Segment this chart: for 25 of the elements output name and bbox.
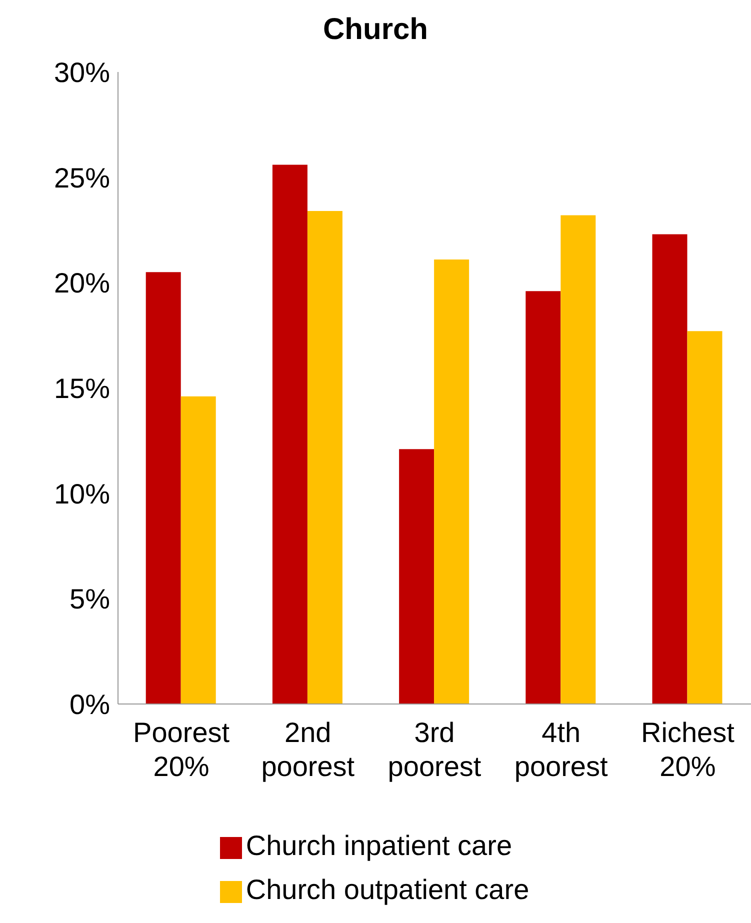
y-tick-label: 30% [54,56,110,88]
x-tick-label: 4th poorest [514,717,608,782]
bar [307,211,342,704]
legend-label: Church inpatient care [246,830,512,861]
bar [272,164,308,704]
x-tick-label: Richest 20% [641,717,735,782]
bar [399,449,434,704]
bar [146,272,181,704]
y-tick-label: 10% [54,478,110,510]
bar [652,234,688,704]
y-tick-label: 15% [54,372,110,404]
bar [687,331,722,704]
y-tick-label: 0% [70,688,110,720]
chart-title: Church [322,12,429,48]
bar [434,259,470,704]
x-tick-label: 3rd poorest [388,717,482,782]
x-tick-label: 2nd poorest [261,717,355,782]
legend-label: Church outpatient care [246,874,530,905]
y-tick-label: 20% [54,268,110,299]
bar [560,215,596,704]
x-tick-label: Poorest 20% [133,717,230,782]
y-tick-label: 25% [54,162,110,194]
bar [526,291,561,704]
bar [180,396,216,704]
y-tick-label: 5% [70,584,110,615]
